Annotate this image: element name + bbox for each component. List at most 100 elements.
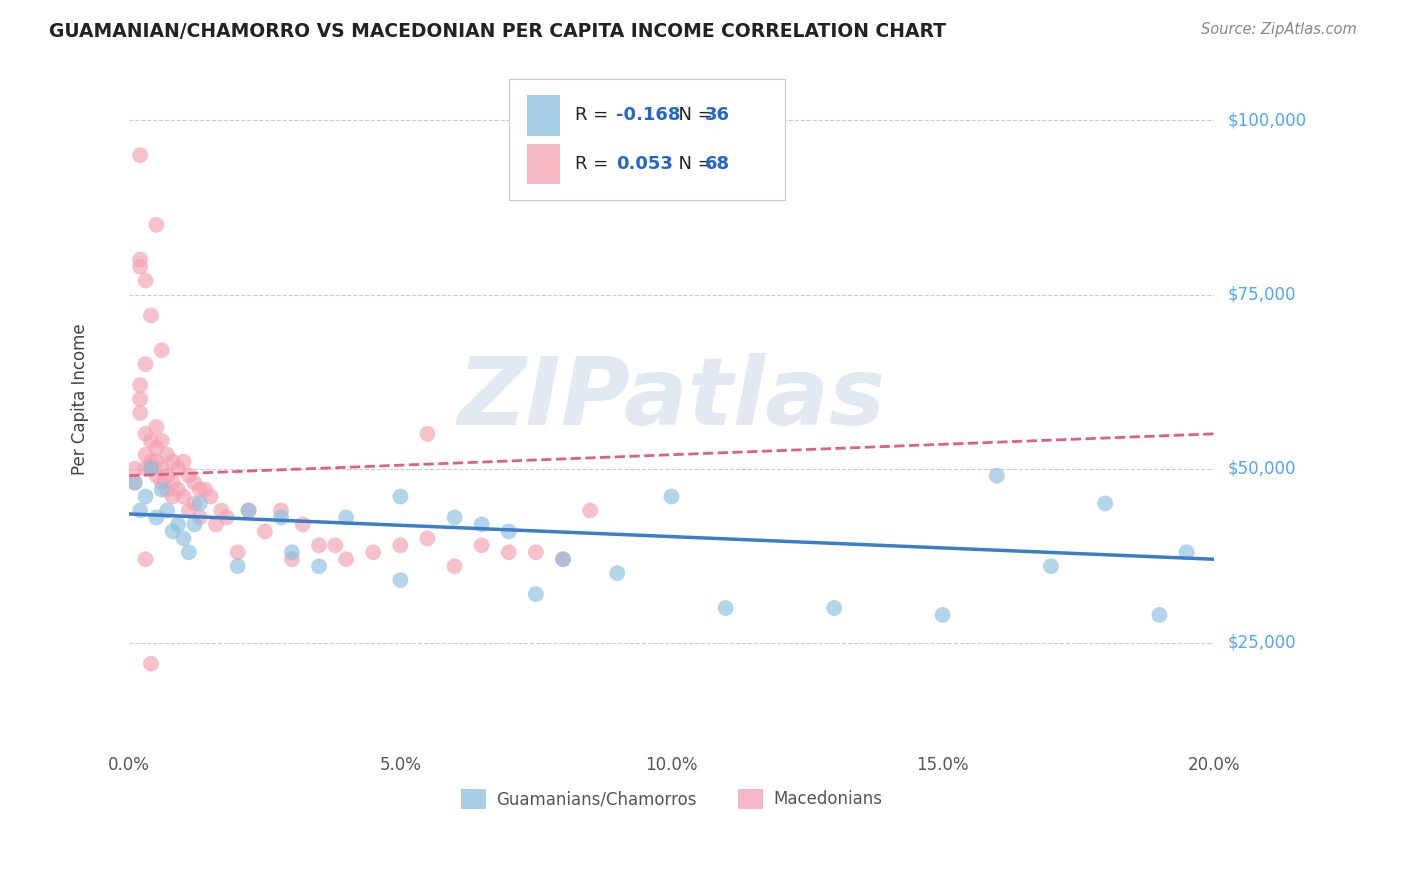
Point: [986, 468, 1008, 483]
Point: [150, 343, 173, 358]
Point: [150, 461, 173, 475]
Point: [443, 559, 465, 574]
Point: [145, 420, 167, 434]
Point: [135, 274, 157, 288]
Point: [389, 490, 412, 504]
Point: [471, 517, 494, 532]
Point: [139, 461, 162, 475]
Point: [183, 475, 205, 490]
Text: 68: 68: [704, 155, 730, 173]
Point: [139, 455, 162, 469]
Point: [162, 455, 184, 469]
Point: [524, 587, 547, 601]
Point: [129, 252, 152, 267]
Point: [551, 552, 574, 566]
Point: [498, 545, 520, 559]
Point: [291, 517, 314, 532]
Point: [416, 426, 439, 441]
Text: N =: N =: [666, 106, 718, 125]
Point: [188, 510, 211, 524]
Point: [183, 496, 205, 510]
Point: [361, 545, 384, 559]
Point: [124, 475, 146, 490]
Point: [215, 510, 238, 524]
Point: [129, 148, 152, 162]
Point: [579, 503, 602, 517]
Text: $75,000: $75,000: [1227, 285, 1296, 303]
Point: [156, 483, 179, 497]
Point: [1175, 545, 1198, 559]
Point: [162, 475, 184, 490]
Point: [238, 503, 260, 517]
Text: 0.053: 0.053: [616, 155, 673, 173]
Text: $100,000: $100,000: [1227, 112, 1306, 129]
Point: [714, 601, 737, 615]
FancyBboxPatch shape: [527, 95, 560, 136]
Point: [661, 490, 683, 504]
Point: [200, 490, 222, 504]
Point: [188, 496, 211, 510]
Point: [145, 468, 167, 483]
Point: [135, 448, 157, 462]
Point: [145, 218, 167, 232]
Point: [270, 503, 292, 517]
Point: [129, 503, 152, 517]
Text: ZIPatlas: ZIPatlas: [457, 353, 886, 445]
Point: [226, 559, 249, 574]
Point: [183, 517, 205, 532]
Text: GUAMANIAN/CHAMORRO VS MACEDONIAN PER CAPITA INCOME CORRELATION CHART: GUAMANIAN/CHAMORRO VS MACEDONIAN PER CAP…: [49, 22, 946, 41]
Point: [150, 483, 173, 497]
Text: R =: R =: [575, 106, 614, 125]
Point: [162, 524, 184, 539]
Text: R =: R =: [575, 155, 614, 173]
Point: [145, 441, 167, 455]
Point: [238, 503, 260, 517]
Point: [173, 532, 195, 546]
Point: [1039, 559, 1062, 574]
Point: [173, 455, 195, 469]
Point: [156, 468, 179, 483]
Point: [226, 545, 249, 559]
Point: [139, 461, 162, 475]
Legend: Guamanians/Chamorros, Macedonians: Guamanians/Chamorros, Macedonians: [454, 782, 889, 815]
Point: [551, 552, 574, 566]
Point: [150, 475, 173, 490]
Text: 36: 36: [704, 106, 730, 125]
Point: [124, 475, 146, 490]
Point: [335, 510, 357, 524]
Point: [139, 434, 162, 448]
Point: [129, 406, 152, 420]
Point: [173, 490, 195, 504]
Point: [177, 545, 200, 559]
Point: [129, 378, 152, 392]
Point: [167, 461, 190, 475]
Point: [167, 483, 190, 497]
Point: [135, 552, 157, 566]
Point: [270, 510, 292, 524]
Text: Per Capita Income: Per Capita Income: [72, 323, 90, 475]
Point: [156, 503, 179, 517]
Point: [177, 468, 200, 483]
Point: [162, 490, 184, 504]
Point: [443, 510, 465, 524]
Point: [416, 532, 439, 546]
Point: [139, 657, 162, 671]
Point: [823, 601, 845, 615]
Point: [308, 538, 330, 552]
Point: [389, 573, 412, 587]
Point: [389, 538, 412, 552]
Point: [308, 559, 330, 574]
Point: [524, 545, 547, 559]
Point: [209, 503, 232, 517]
Text: -0.168: -0.168: [616, 106, 681, 125]
Point: [606, 566, 628, 581]
Text: $50,000: $50,000: [1227, 459, 1296, 478]
Point: [323, 538, 346, 552]
Point: [205, 517, 228, 532]
Point: [124, 461, 146, 475]
Point: [1094, 496, 1116, 510]
Point: [281, 552, 304, 566]
Point: [471, 538, 494, 552]
Point: [145, 510, 167, 524]
FancyBboxPatch shape: [509, 78, 786, 201]
